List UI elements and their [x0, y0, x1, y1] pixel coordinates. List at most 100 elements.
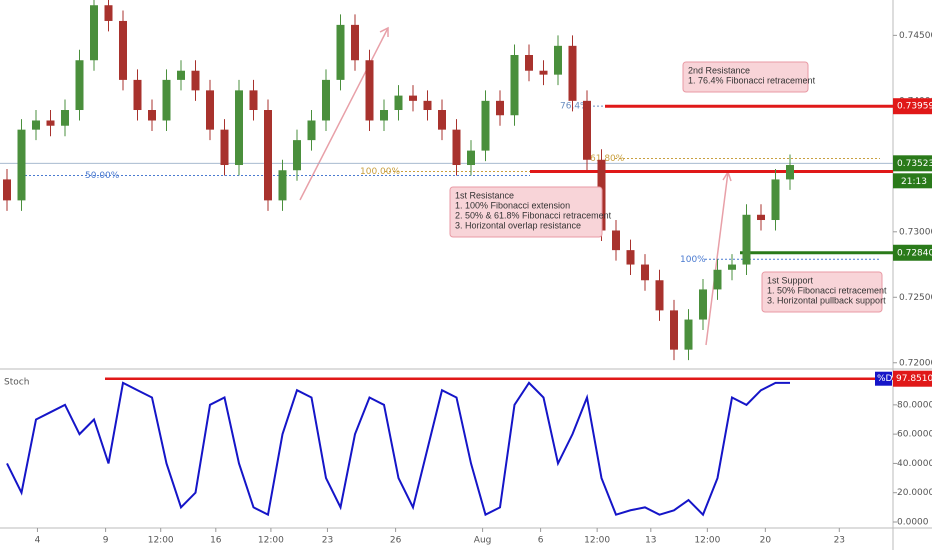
candle-body	[742, 214, 751, 265]
candle-body	[206, 90, 214, 130]
candle-body	[641, 264, 649, 281]
candle-body	[17, 129, 26, 201]
candle-body	[409, 95, 417, 101]
candle-body	[351, 24, 359, 61]
candle-body	[510, 55, 519, 116]
candle-body	[46, 120, 55, 126]
price-tag	[893, 244, 932, 261]
candle-body	[786, 165, 794, 180]
y-tick-label: 0.0000	[897, 517, 929, 527]
x-tick-label: 9	[103, 536, 109, 546]
x-tick-label: 6	[538, 536, 544, 546]
annotation-text: 3. Horizontal pullback support	[767, 295, 886, 305]
candle-body	[713, 269, 722, 290]
candle-body	[104, 5, 113, 21]
x-tick-label: 13	[645, 536, 656, 546]
candle-body	[278, 170, 287, 201]
annotation-text: 1st Resistance	[455, 190, 514, 200]
annotation-text: 1. 76.4% Fibonacci retracement	[688, 75, 816, 85]
candle-body	[61, 110, 69, 126]
candle-body	[336, 24, 345, 80]
x-tick-label: 26	[390, 536, 402, 546]
candle-body	[293, 140, 301, 171]
annotation-box	[682, 61, 809, 93]
annotation-text: 2nd Resistance	[688, 65, 750, 75]
price-tag-label: 0.73523	[897, 159, 932, 169]
y-tick-label: 20.0000	[897, 488, 932, 498]
candle-body	[496, 100, 504, 116]
candle-body	[75, 60, 84, 111]
time-tag	[893, 173, 932, 189]
annotation-text: 1st Support	[767, 275, 814, 285]
annotation-text: 2. 50% & 61.8% Fibonacci retracement	[455, 210, 612, 220]
x-tick-label: 12:00	[148, 536, 174, 546]
candle-body	[32, 120, 40, 130]
x-tick-label: 23	[834, 536, 845, 546]
candle-body	[365, 60, 374, 121]
annotation-text: 1. 50% Fibonacci retracement	[767, 285, 887, 295]
annotation-text: 1. 100% Fibonacci extension	[455, 200, 570, 210]
y-tick-label: 60.0000	[897, 430, 932, 440]
fib-label: 61.80%	[590, 154, 625, 164]
candle-body	[90, 5, 98, 61]
x-tick-label: 12:00	[258, 536, 284, 546]
candle-body	[670, 310, 678, 350]
fib-label: 100.00%	[360, 167, 400, 177]
fib-label: 76.4%	[560, 102, 589, 112]
price-tag	[893, 98, 932, 115]
x-tick-label: 4	[35, 536, 41, 546]
candle-body	[481, 100, 490, 151]
x-tick-label: 23	[322, 536, 333, 546]
candle-body	[133, 79, 142, 111]
candle-body	[3, 179, 11, 201]
y-tick-label: 40.0000	[897, 459, 932, 469]
time-tag-label: 21:13	[901, 177, 927, 187]
candle-body	[525, 55, 533, 71]
fib-label: 50.00%	[85, 171, 120, 181]
price-tag-label: 0.72840	[897, 248, 932, 258]
candle-body	[568, 45, 577, 101]
candle-body	[539, 70, 548, 75]
candle-body	[583, 100, 591, 160]
candle-body	[119, 20, 127, 80]
candle-body	[394, 95, 403, 111]
y-tick-label: 80.0000	[897, 400, 932, 410]
fib-label: 100%	[680, 255, 706, 265]
candle-body	[554, 45, 562, 75]
candle-body	[771, 179, 780, 221]
x-tick-label: Aug	[474, 536, 492, 546]
candle-body	[380, 110, 388, 121]
x-tick-label: 12:00	[694, 536, 720, 546]
price-tag	[893, 370, 932, 387]
x-tick-label: 20	[760, 536, 772, 546]
price-tag-label: 97.8510	[896, 374, 932, 384]
candle-body	[467, 150, 475, 166]
x-tick-label: 16	[210, 536, 222, 546]
candle-body	[249, 90, 258, 111]
legend-label: %D	[877, 374, 893, 384]
candle-body	[307, 120, 316, 141]
price-tag	[893, 155, 932, 172]
annotation-text: 3. Horizontal overlap resistance	[455, 220, 581, 230]
x-tick-label: 12:00	[584, 536, 610, 546]
candle-body	[423, 100, 432, 111]
candle-body	[452, 129, 461, 166]
candle-body	[626, 250, 635, 265]
candle-body	[684, 319, 693, 350]
legend-tag	[875, 371, 892, 386]
candle-body	[438, 110, 446, 130]
candle-body	[148, 110, 156, 121]
annotation-box	[761, 271, 883, 313]
candle-body	[699, 289, 707, 320]
annotation-box	[449, 186, 603, 238]
stoch-line	[6, 381, 790, 517]
price-tag-label: 0.73959	[897, 102, 932, 112]
candle-body	[191, 70, 200, 91]
candle-body	[655, 280, 664, 311]
pane-title: Stoch	[4, 378, 29, 388]
